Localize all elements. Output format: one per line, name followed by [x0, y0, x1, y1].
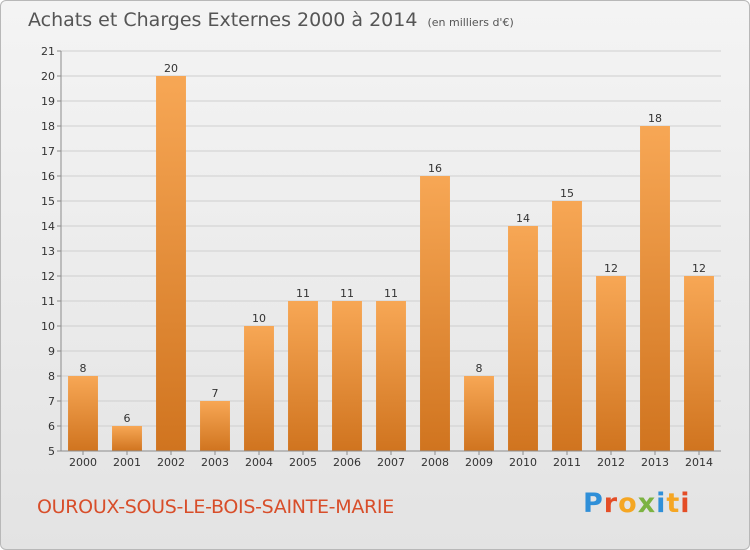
bar: [376, 301, 406, 451]
y-tick-label: 10: [41, 320, 55, 333]
y-tick-label: 21: [41, 45, 55, 58]
logo-letter: t: [666, 488, 681, 519]
x-tick-label: 2004: [245, 456, 273, 469]
y-tick-label: 14: [41, 220, 55, 233]
bar: [288, 301, 318, 451]
bars: [68, 76, 714, 451]
y-tick-label: 9: [48, 345, 55, 358]
y-tick-label: 18: [41, 120, 55, 133]
bar: [684, 276, 714, 451]
data-label: 16: [428, 162, 442, 175]
bar: [596, 276, 626, 451]
y-tick-label: 5: [48, 445, 55, 458]
logo-letter: P: [583, 488, 604, 519]
y-tick-label: 15: [41, 195, 55, 208]
y-tick-label: 6: [48, 420, 55, 433]
bar: [68, 376, 98, 451]
y-tick-label: 7: [48, 395, 55, 408]
x-tick-label: 2001: [113, 456, 141, 469]
data-label: 7: [212, 387, 219, 400]
data-label: 12: [692, 262, 706, 275]
x-tick-label: 2002: [157, 456, 185, 469]
x-tick-label: 2012: [597, 456, 625, 469]
y-tick-label: 20: [41, 70, 55, 83]
data-label: 11: [296, 287, 310, 300]
x-tick-label: 2008: [421, 456, 449, 469]
bar: [508, 226, 538, 451]
commune-name: OUROUX-SOUS-LE-BOIS-SAINTE-MARIE: [37, 496, 394, 518]
y-tick-label: 13: [41, 245, 55, 258]
x-tick-label: 2000: [69, 456, 97, 469]
y-tick-label: 16: [41, 170, 55, 183]
y-tick-label: 11: [41, 295, 55, 308]
data-label: 11: [340, 287, 354, 300]
data-label: 20: [164, 62, 178, 75]
x-tick-label: 2013: [641, 456, 669, 469]
bar: [552, 201, 582, 451]
axes: [60, 51, 721, 452]
data-label: 12: [604, 262, 618, 275]
y-tick-label: 8: [48, 370, 55, 383]
bar: [464, 376, 494, 451]
logo-letter: i: [656, 488, 667, 519]
y-tick-label: 12: [41, 270, 55, 283]
bar: [200, 401, 230, 451]
bar: [112, 426, 142, 451]
x-tick-label: 2006: [333, 456, 361, 469]
chart-title: Achats et Charges Externes 2000 à 2014 (e…: [28, 9, 514, 31]
proxiti-logo: Proxiti: [583, 488, 691, 519]
x-tick-label: 2005: [289, 456, 317, 469]
data-label: 6: [124, 412, 131, 425]
bar: [244, 326, 274, 451]
data-label: 14: [516, 212, 530, 225]
data-labels: 8 6 20 7 10 11 11 11 16 8 14 15 12 18 12: [80, 62, 707, 425]
logo-letter: r: [603, 488, 619, 519]
logo-letter: o: [618, 488, 638, 519]
data-label: 18: [648, 112, 662, 125]
x-tick-label: 2011: [553, 456, 581, 469]
data-label: 10: [252, 312, 266, 325]
x-tick-label: 2009: [465, 456, 493, 469]
logo-letter: x: [637, 488, 657, 519]
data-label: 8: [80, 362, 87, 375]
y-tick-label: 19: [41, 95, 55, 108]
bar: [640, 126, 670, 451]
data-label: 8: [476, 362, 483, 375]
bar: [420, 176, 450, 451]
x-axis-ticks: 2000 2001 2002 2003 2004 2005 2006 2007 2008 2009…: [69, 451, 713, 469]
bar: [156, 76, 186, 451]
chart-title-text: Achats et Charges Externes 2000 à 2014: [28, 9, 418, 31]
chart-unit: (en milliers d'€): [427, 16, 514, 29]
x-tick-label: 2014: [685, 456, 713, 469]
logo-letter: i: [680, 488, 691, 519]
x-tick-label: 2010: [509, 456, 537, 469]
bar: [332, 301, 362, 451]
data-label: 11: [384, 287, 398, 300]
data-label: 15: [560, 187, 574, 200]
x-tick-label: 2003: [201, 456, 229, 469]
y-axis-ticks: 5 6 7 8 9 10 11 12 13 14 15 16 17 18 19 20 21: [41, 45, 61, 458]
x-tick-label: 2007: [377, 456, 405, 469]
y-tick-label: 17: [41, 145, 55, 158]
